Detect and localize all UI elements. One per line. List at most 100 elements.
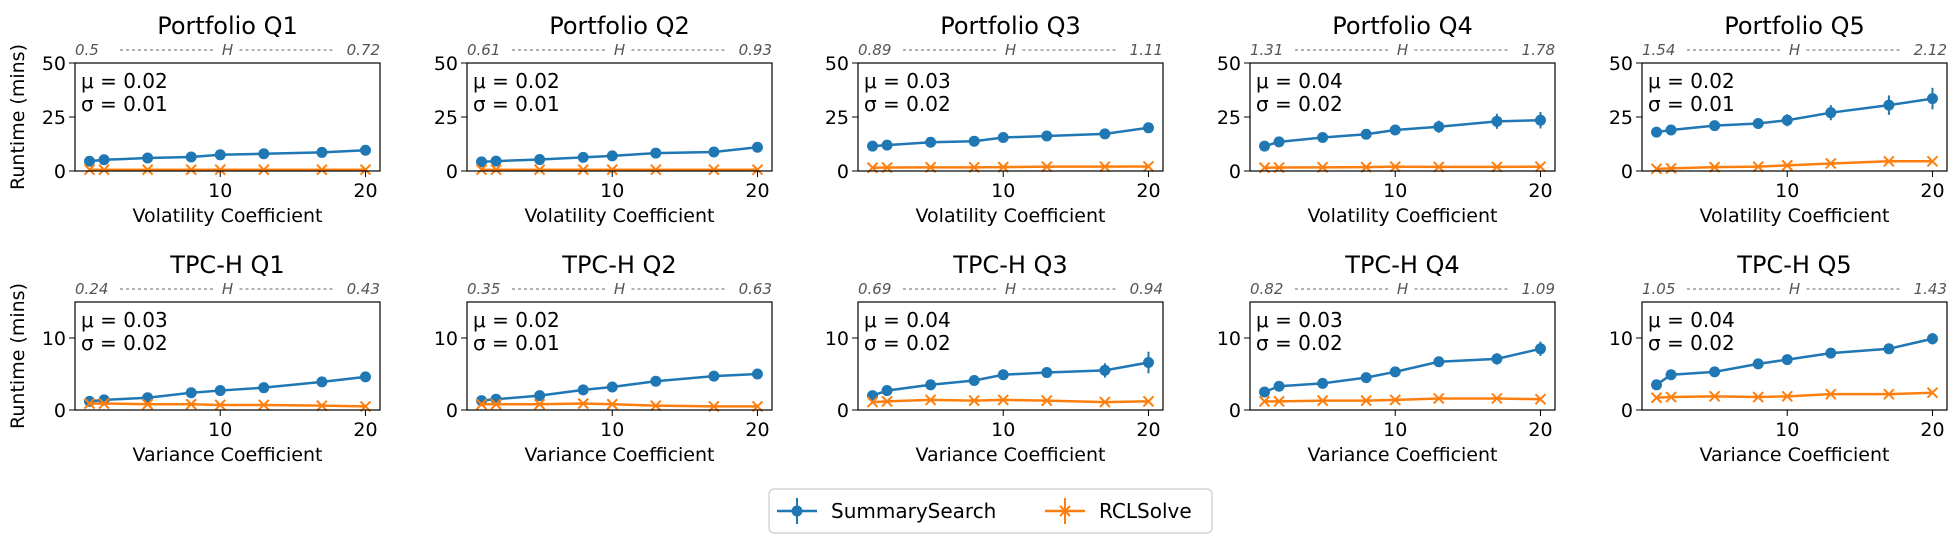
data-point: [1883, 343, 1895, 355]
stat-sigma: σ = 0.01: [1648, 92, 1735, 116]
y-tick-label: 0: [1621, 400, 1633, 422]
h-range-max: 1.09: [1522, 280, 1555, 298]
y-tick-label: 25: [1217, 107, 1241, 129]
y-tick-label: 10: [1609, 328, 1633, 350]
data-point: [359, 163, 372, 176]
data-point: [577, 163, 589, 176]
data-point: [1317, 132, 1329, 144]
data-point: [577, 151, 589, 163]
data-point: [316, 146, 328, 158]
y-tick-label: 50: [434, 53, 458, 75]
data-point: [1534, 160, 1547, 173]
data-point: [1491, 115, 1503, 127]
plot-frame: [1249, 62, 1556, 172]
data-point: [751, 141, 763, 153]
data-point: [1433, 121, 1445, 133]
data-point: [1041, 367, 1053, 379]
x-tick-label: 10: [1775, 180, 1799, 202]
h-range-label: H: [1789, 280, 1800, 298]
x-tick-label: 10: [600, 419, 624, 441]
data-point: [1665, 124, 1677, 136]
y-tick-label: 0: [1229, 161, 1241, 183]
data-point: [1825, 388, 1837, 400]
data-point: [866, 396, 879, 408]
data-point: [185, 163, 197, 176]
h-range-max: 1.11: [1130, 41, 1163, 59]
data-point: [924, 394, 937, 406]
data-point: [650, 399, 662, 412]
stat-sigma: σ = 0.02: [81, 331, 168, 355]
h-range-min: 0.82: [1250, 280, 1283, 298]
data-point: [98, 154, 110, 166]
data-point: [258, 399, 270, 411]
data-point: [476, 156, 488, 168]
x-tick-label: 10: [991, 180, 1015, 202]
series-summarysearch: [1651, 332, 1938, 391]
y-tick-label: 25: [825, 107, 849, 129]
data-point: [1142, 395, 1155, 408]
data-point: [1781, 390, 1793, 403]
stat-mu: μ = 0.03: [81, 308, 168, 332]
data-point: [1041, 394, 1053, 407]
stat-mu: μ = 0.04: [1648, 308, 1735, 332]
data-point: [1389, 160, 1401, 173]
h-range-max: 0.72: [347, 41, 380, 59]
legend-swatch-marker: [1059, 505, 1071, 517]
h-range-max: 0.94: [1130, 280, 1163, 298]
stat-sigma: σ = 0.01: [473, 92, 560, 116]
subplot-title: TPC-H Q4: [1344, 251, 1459, 279]
series-line: [872, 126, 1149, 148]
data-point: [359, 371, 371, 383]
data-point: [1099, 128, 1111, 140]
data-point: [1650, 163, 1663, 175]
data-point: [1926, 333, 1938, 345]
data-point: [1926, 155, 1939, 167]
data-point: [316, 376, 328, 388]
data-point: [1781, 114, 1793, 126]
data-point: [214, 163, 226, 176]
data-point: [1665, 391, 1677, 403]
data-point: [1273, 380, 1285, 392]
stat-mu: μ = 0.03: [864, 69, 951, 93]
series-summarysearch: [476, 368, 763, 407]
h-range-label: H: [1005, 280, 1016, 298]
data-point: [214, 385, 226, 397]
stat-sigma: σ = 0.02: [1648, 331, 1735, 355]
subplot-1: Portfolio Q1 0.5 H 0.72 0 25 50 10 20 Volatility …: [42, 12, 381, 227]
data-point: [650, 375, 662, 387]
x-tick-label: 10: [208, 180, 232, 202]
data-point: [997, 369, 1009, 381]
data-point: [1360, 128, 1372, 140]
h-range-min: 1.31: [1250, 41, 1283, 59]
series-rclsolve: [83, 163, 372, 176]
stat-sigma: σ = 0.01: [473, 331, 560, 355]
data-point: [1259, 386, 1271, 398]
subplot-title: Portfolio Q1: [157, 12, 298, 40]
x-axis-label: Volatility Coefficient: [1308, 205, 1498, 227]
data-point: [1259, 140, 1271, 152]
data-point: [141, 163, 154, 176]
data-point: [1709, 120, 1721, 132]
stat-mu: μ = 0.02: [473, 69, 560, 93]
series-summarysearch: [867, 122, 1154, 152]
stat-mu: μ = 0.04: [1256, 69, 1343, 93]
stat-mu: μ = 0.03: [1256, 308, 1343, 332]
series-line: [481, 145, 758, 164]
h-range-min: 0.89: [858, 41, 891, 59]
y-tick-label: 0: [837, 161, 849, 183]
series-line: [1264, 397, 1541, 403]
data-point: [1433, 356, 1445, 368]
subplot-title: TPC-H Q3: [952, 251, 1067, 279]
series-rclsolve: [83, 397, 372, 413]
subplot-title: Portfolio Q5: [1724, 12, 1865, 40]
plot-frame: [74, 301, 381, 411]
data-point: [258, 382, 270, 394]
data-point: [1534, 393, 1547, 405]
data-point: [1491, 161, 1503, 173]
series-line: [1264, 118, 1541, 148]
data-point: [1360, 394, 1372, 407]
y-tick-label: 10: [825, 328, 849, 350]
data-point: [1142, 356, 1154, 368]
data-point: [1433, 161, 1445, 173]
